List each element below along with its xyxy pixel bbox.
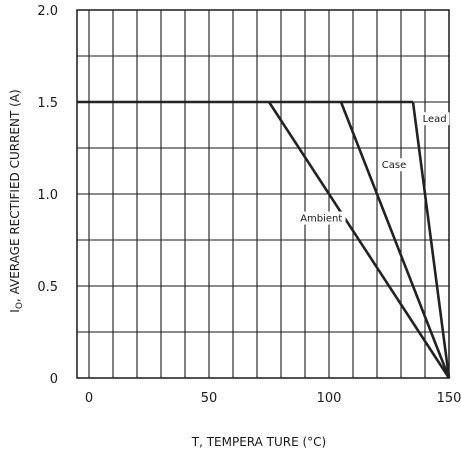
y-tick-label: 2.0 <box>37 4 58 19</box>
series-line-ambient <box>267 101 451 379</box>
x-tick-label: 150 <box>437 391 461 406</box>
y-axis-label: IO, AVERAGE RECTIFIED CURRENT (A) <box>8 89 25 312</box>
curve-label-backing <box>298 211 346 225</box>
series-line-case <box>339 101 451 379</box>
curve-labels: Lead Case Ambient <box>298 112 450 225</box>
plot-frame <box>76 9 450 379</box>
x-tick-labels: 0 50 100 150 <box>85 391 461 406</box>
y-tick-label: 1.5 <box>37 96 58 111</box>
x-axis-label: T, TEMPERA TURE (°C) <box>191 435 327 449</box>
y-axis-label-rest: , AVERAGE RECTIFIED CURRENT (A) <box>8 89 22 302</box>
x-tick-label: 50 <box>201 391 218 406</box>
curve-label-ambient: Ambient <box>300 214 342 225</box>
y-axis-label-main: I <box>8 309 22 313</box>
curve-label-backing <box>420 112 450 126</box>
y-tick-label: 0 <box>50 372 58 387</box>
y-tick-labels: 0 0.5 1.0 1.5 2.0 <box>37 4 58 387</box>
curve-label-lead: Lead <box>423 114 447 125</box>
y-tick-label: 0.5 <box>37 280 58 295</box>
curve-label-backing <box>379 158 409 172</box>
y-tick-label: 1.0 <box>37 188 58 203</box>
curve-label-case: Case <box>382 160 406 171</box>
y-axis-label-subscript: O <box>15 302 25 309</box>
series-lines <box>77 100 451 379</box>
x-tick-label: 0 <box>85 391 93 406</box>
x-tick-label: 100 <box>317 391 342 406</box>
series-line-lead <box>411 101 451 379</box>
